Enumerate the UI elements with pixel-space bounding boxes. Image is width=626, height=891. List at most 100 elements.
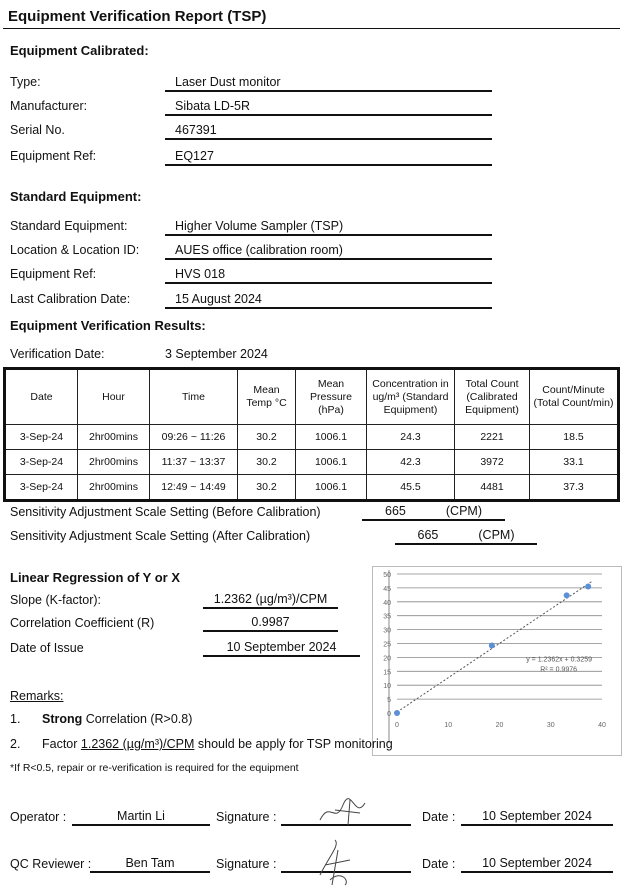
table-cell: 12:49 ~ 14:49 — [149, 474, 238, 501]
table-cell: 24.3 — [366, 424, 455, 450]
results-table: Date Hour Time Mean Temp °C Mean Pressur… — [3, 367, 620, 502]
equipment_calibrated-value-3: EQ127 — [165, 148, 492, 166]
sensitivity-before-value: 665 — [385, 504, 406, 518]
table-cell: 1006.1 — [295, 449, 367, 475]
results-heading: Equipment Verification Results: — [10, 318, 206, 333]
report-title: Equipment Verification Report (TSP) — [8, 8, 267, 25]
standard_equipment-value-3: 15 August 2024 — [165, 291, 492, 309]
qc-date-label: Date : — [422, 857, 456, 871]
standard_equipment-label-2: Equipment Ref: — [10, 267, 97, 281]
regression-chart: 05101520253035404550010203040y = 1.2362x… — [372, 566, 622, 756]
remark-2: Factor 1.2362 (µg/m³)/CPM should be appl… — [42, 737, 393, 751]
r-value: 0.9987 — [203, 615, 338, 632]
remark-1-number: 1. — [10, 712, 21, 726]
verification-date-label: Verification Date: — [10, 347, 105, 361]
table-cell: 1006.1 — [295, 424, 367, 450]
operator-signature-image — [319, 798, 366, 826]
equipment_calibrated-label-0: Type: — [10, 75, 41, 89]
x-tick-label: 10 — [444, 722, 452, 729]
chart-frame — [372, 566, 622, 756]
y-tick-label: 45 — [383, 586, 391, 593]
table-row: 3-Sep-24 2hr00mins 09:26 ~ 11:26 30.2 1006.1… — [4, 424, 619, 450]
table-cell: 09:26 ~ 11:26 — [149, 424, 238, 450]
equipment_calibrated-label-1: Manufacturer: — [10, 99, 88, 113]
table-cell: 30.2 — [237, 449, 296, 475]
data-point — [394, 710, 400, 716]
standard_equipment-label-3: Last Calibration Date: — [10, 292, 131, 306]
table-cell: 30.2 — [237, 424, 296, 450]
table-cell: 2hr00mins — [77, 474, 150, 501]
standard_equipment-label-1: Location & Location ID: — [10, 243, 140, 257]
r-squared: R² = 0.9976 — [540, 666, 577, 673]
y-tick-label: 30 — [383, 628, 391, 635]
col-temp: Mean Temp °C — [237, 368, 296, 425]
x-tick-label: 30 — [547, 722, 555, 729]
y-tick-label: 20 — [383, 655, 391, 662]
standard_equipment-value-2: HVS 018 — [165, 266, 492, 284]
equipment_calibrated-label-3: Equipment Ref: — [10, 149, 97, 163]
remarks-heading: Remarks: — [10, 689, 64, 703]
col-date: Date — [4, 368, 78, 425]
data-point — [585, 583, 592, 590]
table-cell: 4481 — [454, 474, 530, 501]
sensitivity-before-unit: (CPM) — [445, 504, 482, 518]
table-cell: 3972 — [454, 449, 530, 475]
regression-heading: Linear Regression of Y or X — [10, 570, 181, 585]
x-tick-label: 40 — [598, 722, 606, 729]
sensitivity-after-value: 665 — [417, 528, 439, 542]
col-time: Time — [149, 368, 238, 425]
standard-equipment-heading: Standard Equipment: — [10, 189, 142, 204]
qc-date: 10 September 2024 — [461, 856, 613, 873]
standard_equipment-value-1: AUES office (calibration room) — [165, 242, 492, 260]
y-tick-label: 25 — [383, 642, 391, 649]
table-cell: 33.1 — [529, 449, 619, 475]
table-cell: 2221 — [454, 424, 530, 450]
operator-date-label: Date : — [422, 810, 456, 824]
standard_equipment-value-0: Higher Volume Sampler (TSP) — [165, 218, 492, 236]
sensitivity-before-label: Sensitivity Adjustment Scale Setting (Be… — [10, 505, 321, 519]
table-cell: 30.2 — [237, 474, 296, 501]
table-cell: 1006.1 — [295, 474, 367, 501]
table-cell: 18.5 — [529, 424, 619, 450]
table-cell: 2hr00mins — [77, 424, 150, 450]
operator-signature-line — [281, 809, 411, 826]
table-cell: 3-Sep-24 — [4, 424, 78, 450]
x-tick-label: 20 — [496, 722, 504, 729]
y-tick-label: 50 — [383, 572, 391, 579]
qc-signature-line — [281, 856, 411, 873]
y-tick-label: 40 — [383, 600, 391, 607]
qc-name: Ben Tam — [90, 856, 210, 873]
remark-note: *If R<0.5, repair or re-verification is … — [10, 762, 299, 774]
standard_equipment-label-0: Standard Equipment: — [10, 219, 128, 233]
equipment_calibrated-label-2: Serial No. — [10, 123, 65, 137]
verification-date: 3 September 2024 — [165, 347, 268, 361]
y-tick-label: 15 — [383, 669, 391, 676]
remark-2-post: should be apply for TSP monitoring — [194, 737, 393, 751]
table-header-row: Date Hour Time Mean Temp °C Mean Pressur… — [4, 368, 619, 425]
col-hour: Hour — [77, 368, 150, 425]
title-rule — [3, 28, 620, 29]
col-pressure: Mean Pressure (hPa) — [295, 368, 367, 425]
equipment-calibrated-heading: Equipment Calibrated: — [10, 43, 149, 58]
equipment_calibrated-value-2: 467391 — [165, 122, 492, 140]
slope-value: 1.2362 (µg/m³)/CPM — [203, 592, 338, 609]
table-cell: 42.3 — [366, 449, 455, 475]
col-total-count: Total Count (Calibrated Equipment) — [454, 368, 530, 425]
remark-2-number: 2. — [10, 737, 21, 751]
table-cell: 3-Sep-24 — [4, 474, 78, 501]
qc-signature-image — [319, 839, 351, 886]
table-cell: 3-Sep-24 — [4, 449, 78, 475]
col-concentration: Concentration in ug/m³ (Standard Equipme… — [366, 368, 455, 425]
issue-date-label: Date of Issue — [10, 641, 84, 655]
operator-date: 10 September 2024 — [461, 809, 613, 826]
table-cell: 45.5 — [366, 474, 455, 501]
y-tick-label: 10 — [383, 683, 391, 690]
qc-label: QC Reviewer : — [10, 857, 92, 871]
operator-signature-label: Signature : — [216, 810, 277, 824]
issue-date-value: 10 September 2024 — [203, 640, 360, 657]
slope-label: Slope (K-factor): — [10, 593, 102, 607]
sensitivity-after-unit: (CPM) — [478, 528, 515, 542]
table-cell: 2hr00mins — [77, 449, 150, 475]
operator-label: Operator : — [10, 810, 67, 824]
table-row: 3-Sep-24 2hr00mins 11:37 ~ 13:37 30.2 1006.1… — [4, 449, 619, 475]
